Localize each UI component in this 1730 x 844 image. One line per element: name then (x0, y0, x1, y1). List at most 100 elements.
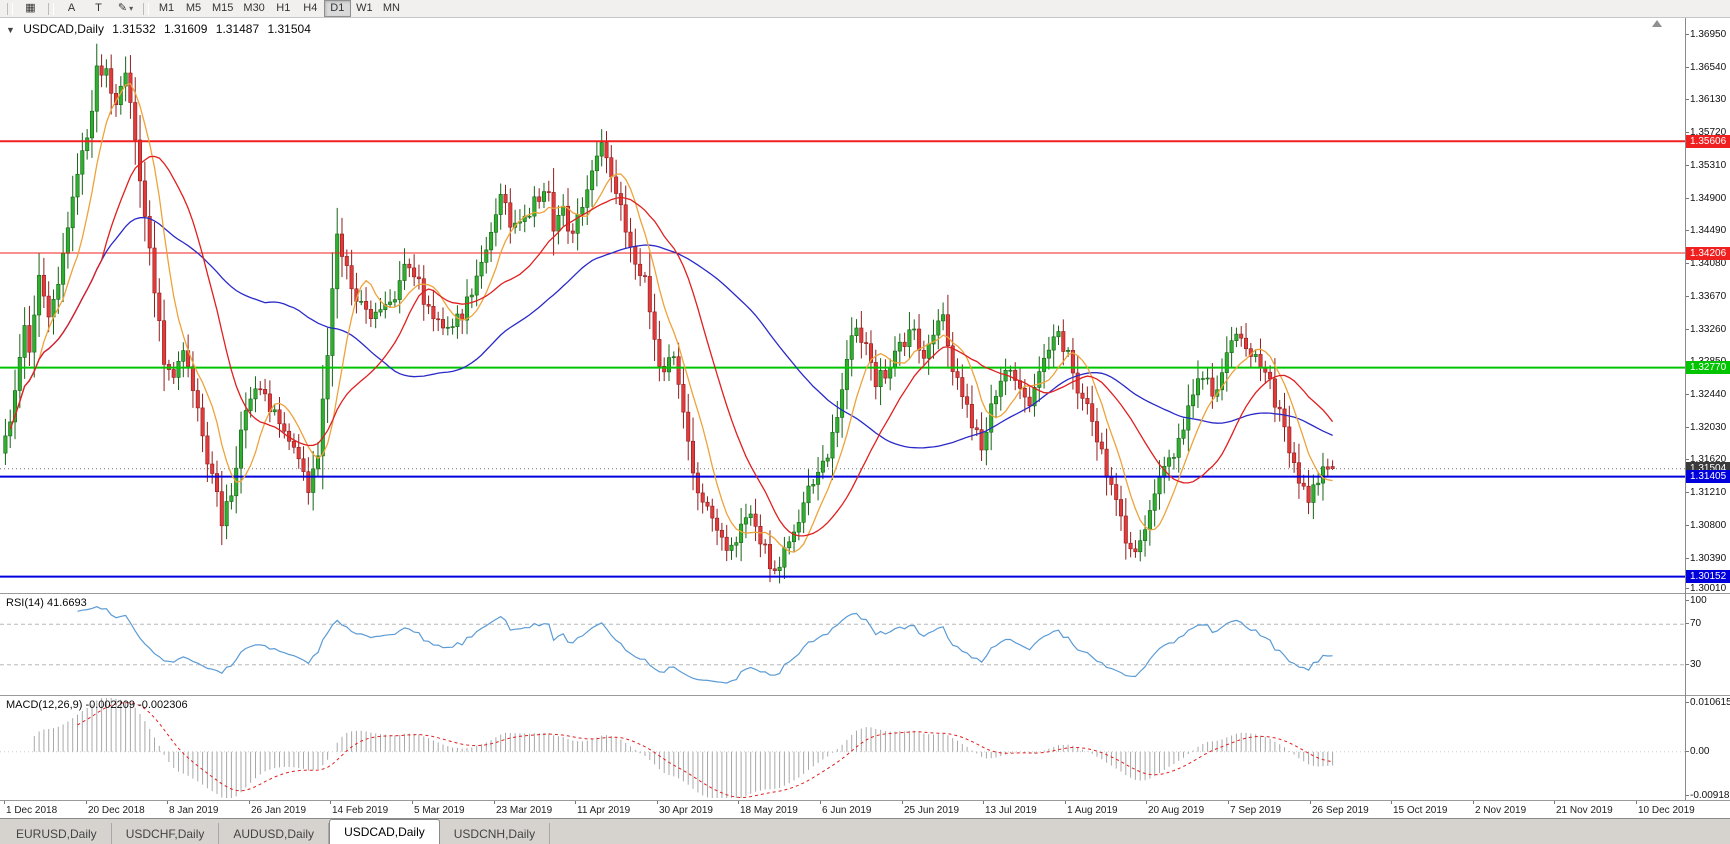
time-axis-tick (4, 801, 5, 804)
time-axis-tick (1636, 801, 1637, 804)
close-value: 1.31504 (267, 22, 311, 36)
time-axis[interactable]: 1 Dec 2018 20 Dec 2018 8 Jan 2019 26 Jan 20… (0, 800, 1730, 818)
macd-plot[interactable] (0, 696, 1685, 800)
low-value: 1.31487 (215, 22, 260, 36)
moving-average-lines (9, 82, 1334, 553)
price-level-badge: 1.31405 (1686, 470, 1730, 483)
date-label: 13 Jul 2019 (985, 805, 1037, 816)
macd-histogram (33, 698, 1334, 798)
date-label: 7 Sep 2019 (1230, 805, 1282, 816)
time-axis-tick (1310, 801, 1311, 804)
chart-window: ▼ USDCAD,Daily 1.31532 1.31609 1.31487 1… (0, 18, 1685, 800)
timeframe-button-m15[interactable]: M15 (212, 2, 234, 14)
timeframe-button-d1[interactable]: D1 (323, 0, 351, 17)
price-axis[interactable]: 1.36950 1.36540 1.36130 1.35720 1.35310 1.349… (1685, 18, 1730, 801)
chevron-down-icon[interactable]: ▼ (6, 25, 15, 35)
price-axis-label: 1.34080 (1685, 258, 1727, 269)
top-toolbar: ▦ A T ✎ ▾ M1 M5 M15 M30 H1 H4 D1 W1 MN (0, 0, 1730, 18)
price-axis-label: 1.30390 (1685, 553, 1727, 564)
rsi-line-plot[interactable] (0, 594, 1685, 695)
time-axis-tick (249, 801, 250, 804)
timeframe-button-w1[interactable]: W1 (356, 2, 373, 14)
chart-tab-usdcad[interactable]: USDCAD,Daily (329, 819, 440, 844)
date-label: 15 Oct 2019 (1393, 805, 1448, 816)
time-axis-tick (983, 801, 984, 804)
toolbar-grip[interactable] (143, 2, 149, 15)
rsi-indicator-panel[interactable]: RSI(14) 41.6693 (0, 593, 1685, 695)
date-label: 30 Apr 2019 (659, 805, 713, 816)
price-axis-label: 1.31210 (1685, 487, 1727, 498)
price-axis-label: 1.30010 (1685, 583, 1727, 594)
rsi-label: RSI(14) 41.6693 (6, 597, 87, 609)
date-label: 1 Aug 2019 (1067, 805, 1118, 816)
price-axis-label: 1.35310 (1685, 160, 1727, 171)
timeframe-button-m30[interactable]: M30 (243, 2, 265, 14)
date-label: 20 Aug 2019 (1148, 805, 1205, 816)
main-chart-panel[interactable]: ▼ USDCAD,Daily 1.31532 1.31609 1.31487 1… (0, 18, 1685, 593)
date-label: 23 Mar 2019 (496, 805, 553, 816)
date-label: 8 Jan 2019 (169, 805, 219, 816)
chart-grid-button[interactable]: ▦ (25, 2, 36, 14)
price-axis-label: 1.33670 (1685, 291, 1727, 302)
time-axis-tick (902, 801, 903, 804)
time-axis-tick (330, 801, 331, 804)
macd-label: MACD(12,26,9) -0.002209 -0.002306 (6, 699, 188, 711)
timeframe-button-h4[interactable]: H4 (303, 2, 318, 14)
chevron-down-icon[interactable]: ▾ (129, 4, 134, 13)
timeframe-button-mn[interactable]: MN (382, 2, 400, 14)
date-label: 11 Apr 2019 (577, 805, 631, 816)
time-axis-tick (494, 801, 495, 804)
date-label: 14 Feb 2019 (332, 805, 389, 816)
price-level-badge: 1.35606 (1686, 135, 1730, 148)
panel-separator (1686, 695, 1730, 696)
toolbar-grip[interactable] (48, 2, 54, 15)
chart-tab-audusd[interactable]: AUDUSD,Daily (219, 823, 330, 844)
horizontal-lines (0, 140, 1685, 578)
price-axis-label: 1.34490 (1685, 225, 1727, 236)
time-axis-tick (820, 801, 821, 804)
chart-shift-marker-icon (1652, 20, 1662, 27)
date-label: 18 May 2019 (740, 805, 798, 816)
chart-tab-usdchf[interactable]: USDCHF,Daily (112, 823, 220, 844)
date-label: 2 Nov 2019 (1475, 805, 1527, 816)
time-axis-tick (1391, 801, 1392, 804)
time-axis-tick (167, 801, 168, 804)
candlestick-plot[interactable] (0, 18, 1685, 593)
macd-indicator-panel[interactable]: MACD(12,26,9) -0.002209 -0.002306 (0, 695, 1685, 800)
candles (3, 43, 1335, 584)
high-value: 1.31609 (164, 22, 208, 36)
timeframe-button-m5[interactable]: M5 (185, 2, 202, 14)
price-axis-label: 1.36950 (1685, 29, 1727, 40)
time-axis-tick (1065, 801, 1066, 804)
timeframe-button-m1[interactable]: M1 (158, 2, 175, 14)
date-label: 26 Jan 2019 (251, 805, 307, 816)
drawing-tools-button[interactable]: ✎ ▾ (117, 2, 134, 14)
symbol-period-label: USDCAD,Daily (23, 22, 104, 36)
rsi-axis-label: 30 (1685, 659, 1702, 670)
date-label: 20 Dec 2018 (88, 805, 145, 816)
price-axis-label: 1.36540 (1685, 62, 1727, 73)
price-level-badge: 1.34206 (1686, 247, 1730, 260)
price-level-badge: 1.30152 (1686, 570, 1730, 583)
time-axis-tick (575, 801, 576, 804)
panel-separator (1686, 593, 1730, 594)
toolbar-grip[interactable] (7, 2, 13, 15)
text-annotation-t-button[interactable]: T (95, 2, 102, 14)
chart-tab-eurusd[interactable]: EURUSD,Daily (2, 823, 112, 844)
chart-tab-usdcnh[interactable]: USDCNH,Daily (440, 823, 551, 844)
time-axis-tick (1228, 801, 1229, 804)
time-axis-tick (412, 801, 413, 804)
rsi-line (77, 606, 1333, 684)
macd-axis-label: 0.010615 (1686, 697, 1730, 708)
date-label: 1 Dec 2018 (6, 805, 58, 816)
time-axis-tick (657, 801, 658, 804)
timeframe-button-h1[interactable]: H1 (276, 2, 291, 14)
price-axis-label: 1.35720 (1685, 127, 1727, 138)
rsi-axis-label: 100 (1686, 595, 1707, 606)
price-axis-label: 1.34900 (1685, 193, 1727, 204)
chart-ohlc-label: ▼ USDCAD,Daily 1.31532 1.31609 1.31487 1… (6, 22, 316, 36)
price-axis-label: 1.32440 (1685, 389, 1727, 400)
time-axis-tick (1554, 801, 1555, 804)
text-label-a-button[interactable]: A (67, 2, 76, 14)
